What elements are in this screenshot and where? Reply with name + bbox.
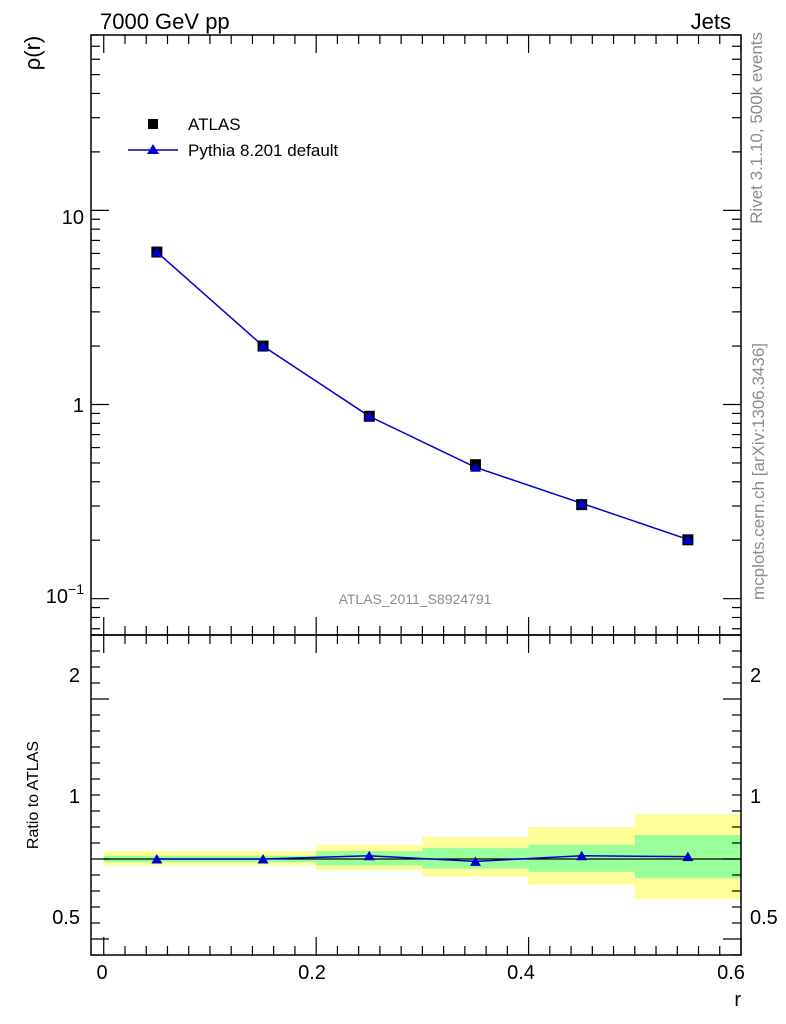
legend-atlas-label: ATLAS (188, 115, 241, 134)
pythia-data-point (257, 341, 269, 351)
legend: ATLAS Pythia 8.201 default (128, 115, 339, 160)
main-y-axis-title: ρ(r) (20, 36, 45, 71)
ratio-y-tick-label-0-5-right: 0.5 (750, 907, 778, 929)
x-tick-label-0-4: 0.4 (507, 962, 535, 984)
pythia-data-point (682, 534, 694, 544)
ratio-y-tick-label-2-right: 2 (750, 665, 761, 687)
x-axis-title: r (734, 989, 741, 1011)
main-y-tick-label-10: 10 (62, 207, 84, 229)
rivet-info: Rivet 3.1.10, 500k events (747, 32, 766, 224)
pythia-line (156, 251, 689, 541)
x-tick-label-0-6: 0.6 (717, 962, 745, 984)
ratio-pythia-line (156, 855, 688, 863)
ratio-ticks (91, 634, 742, 956)
pythia-data-point (151, 247, 163, 257)
main-ticks (91, 34, 742, 635)
legend-pythia-marker (147, 144, 159, 154)
ratio-pythia-point (151, 854, 163, 864)
ratio-plot-area (103, 814, 741, 899)
ratio-pythia-point (469, 856, 481, 866)
pythia-data-point (363, 411, 375, 421)
main-panel: ρ(r) 10 1 10−1 ATLAS_2011_S8924791 ATLAS… (20, 34, 742, 636)
category-title: Jets (691, 9, 731, 34)
ratio-y-tick-label-2-left: 2 (69, 665, 80, 687)
main-y-tick-label-1: 1 (73, 395, 84, 417)
legend-atlas-marker (148, 119, 158, 129)
ratio-y-axis-title: Ratio to ATLAS (25, 741, 42, 849)
legend-pythia-label: Pythia 8.201 default (188, 141, 339, 160)
main-y-tick-label-0-1: 10−1 (46, 581, 84, 608)
ratio-pythia-point (682, 851, 694, 862)
process-title: 7000 GeV pp (100, 9, 230, 34)
x-tick-label-0-2: 0.2 (298, 962, 326, 984)
ratio-pythia-point (257, 854, 269, 864)
ratio-frame (90, 634, 742, 956)
pythia-data-point (469, 462, 481, 472)
ratio-pythia-point (576, 850, 588, 861)
ratio-y-tick-label-1-left: 1 (69, 786, 80, 808)
analysis-watermark: ATLAS_2011_S8924791 (339, 591, 492, 607)
ratio-y-tick-label-0-5-left: 0.5 (52, 907, 80, 929)
ratio-pythia-point (363, 850, 375, 861)
ratio-y-tick-label-1-right: 1 (750, 786, 761, 808)
ratio-panel: Ratio to ATLAS 2 1 0.5 2 1 0.5 0 0.2 0.4… (25, 634, 778, 1011)
pythia-data-point (576, 498, 588, 508)
x-tick-label-0: 0 (96, 962, 107, 984)
main-plot-area (151, 246, 694, 546)
source-info: mcplots.cern.ch [arXiv:1306.3436] (749, 343, 768, 600)
